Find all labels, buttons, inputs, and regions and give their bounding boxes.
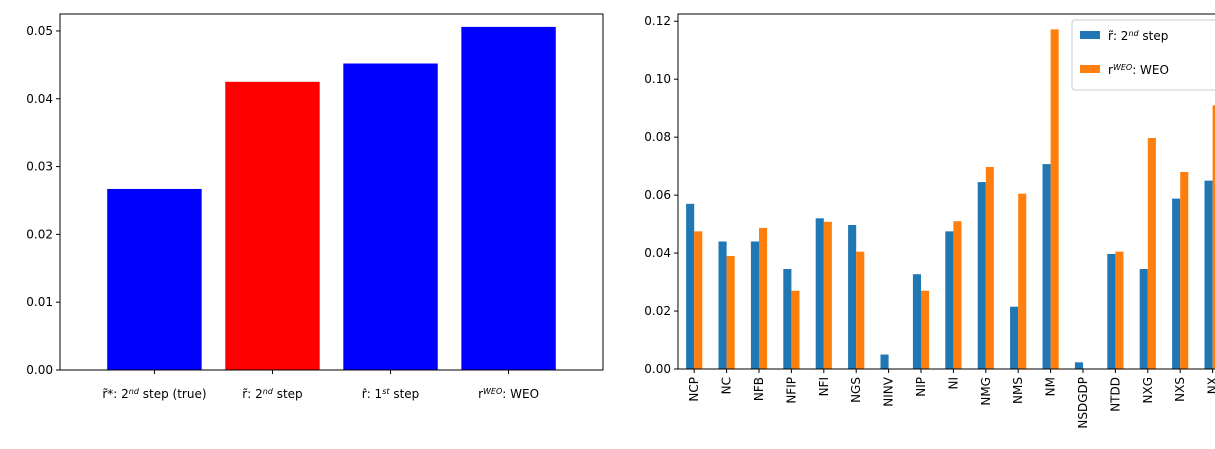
x-tick-label: NM: [1044, 377, 1058, 396]
y-tick-label: 0.00: [644, 362, 671, 376]
bar-series-0: [1010, 306, 1019, 369]
y-tick-label: 0.12: [644, 14, 671, 28]
x-tick-label: r̃: 2nd step: [242, 387, 302, 402]
bar-series-0: [880, 354, 889, 369]
bar: [107, 188, 202, 370]
x-tick-label: NC: [720, 377, 734, 394]
plot-frame-left: [59, 13, 604, 371]
x-tick-label: NXG: [1141, 377, 1155, 404]
bar-series-1: [953, 221, 962, 369]
x-tick-label: NSDGDP: [1076, 377, 1090, 429]
y-tick-label: 0.10: [644, 72, 671, 86]
bar-series-1: [1147, 138, 1156, 369]
x-tick-label: NX: [1206, 377, 1215, 394]
y-tick-label: 0.02: [26, 227, 53, 241]
bar-series-1: [1050, 29, 1059, 369]
x-tick-label: NI: [946, 377, 960, 390]
bar-series-1: [823, 221, 832, 369]
y-tick-label: 0.06: [644, 188, 671, 202]
bar-series-0: [718, 241, 727, 369]
x-tick-label: r̂: 1st step: [362, 387, 420, 402]
y-tick-label: 0.02: [644, 304, 671, 318]
bar: [461, 26, 556, 370]
y-axis-left: 0.00 0.01 0.02 0.03 0.04 0.05: [26, 24, 60, 377]
x-tick-label: NFIP: [784, 377, 798, 404]
bar-series-1: [1180, 171, 1189, 369]
bar-series-1: [759, 227, 768, 369]
bar-series-0: [1204, 180, 1213, 369]
x-tick-label: NXS: [1173, 377, 1187, 402]
x-tick-label: NCP: [687, 377, 701, 402]
bar: [343, 63, 438, 371]
y-tick-label: 0.08: [644, 130, 671, 144]
y-tick-label: 0.01: [26, 295, 53, 309]
legend-label: r̃: 2nd step: [1108, 29, 1168, 44]
legend-box: [1071, 19, 1215, 91]
bar-series-0: [1139, 269, 1148, 369]
y-tick-label: 0.04: [644, 246, 671, 260]
y-tick-label: 0.03: [26, 160, 53, 174]
bar-series-0: [1074, 362, 1083, 369]
bar-series-1: [921, 290, 930, 369]
y-tick-label: 0.00: [26, 363, 53, 377]
legend-label: rWEO: WEO: [1108, 63, 1169, 78]
bar-series-0: [1172, 198, 1181, 369]
bar-series-0: [945, 231, 954, 369]
x-tick-label: NFI: [817, 377, 831, 396]
bar-series-1: [985, 167, 994, 369]
x-tick-label: NFB: [752, 377, 766, 401]
x-tick-label: r̃*: 2nd step (true): [102, 387, 206, 402]
x-tick-label: NGS: [849, 377, 863, 403]
bar-series-1: [856, 251, 865, 369]
bar-series-0: [1042, 164, 1051, 369]
bar-series-0: [783, 269, 792, 369]
bar-series-0: [1107, 253, 1116, 369]
bar-series-0: [848, 224, 857, 369]
bars-left: [107, 26, 556, 371]
y-tick-label: 0.04: [26, 92, 53, 106]
bar-chart-right: 0.00 0.02 0.04 0.06 0.08 0.10 0.12 NCP NC NFB NFI…: [644, 13, 1215, 429]
bar-series-0: [750, 241, 759, 369]
plot-frame-right: [677, 13, 1215, 370]
bar-chart-left: 0.00 0.01 0.02 0.03 0.04 0.05 r̃*: 2nd step (…: [26, 13, 604, 401]
x-tick-label: NTDD: [1108, 377, 1122, 412]
x-tick-label: NINV: [882, 376, 896, 406]
y-axis-right: 0.00 0.02 0.04 0.06 0.08 0.10 0.12: [644, 14, 678, 376]
x-axis-left: r̃*: 2nd step (true) r̃: 2nd step r̂: 1st …: [102, 370, 539, 401]
bar-series-1: [791, 290, 800, 369]
bar-series-1: [1212, 105, 1215, 370]
x-tick-label: rWEO: WEO: [478, 387, 539, 402]
x-tick-label: NIP: [914, 377, 928, 397]
legend: r̃: 2nd step rWEO: WEO: [1071, 19, 1215, 91]
legend-swatch: [1080, 65, 1100, 73]
bar-series-0: [977, 182, 986, 369]
bars-right: [686, 29, 1215, 370]
y-tick-label: 0.05: [26, 24, 53, 38]
legend-swatch: [1080, 31, 1100, 39]
x-axis-right: NCP NC NFB NFIP NFI NGS NINV NIP NI NMG NMS NM NSDGD…: [687, 369, 1215, 429]
bar-series-0: [686, 203, 695, 369]
bar-series-0: [912, 274, 921, 369]
bar-series-1: [1115, 251, 1124, 369]
x-tick-label: NMG: [979, 377, 993, 406]
bar: [225, 81, 320, 371]
bar-series-1: [694, 231, 703, 369]
bar-series-0: [815, 218, 824, 369]
x-tick-label: NMS: [1011, 377, 1025, 404]
bar-series-1: [1018, 193, 1027, 369]
bar-series-1: [726, 255, 735, 369]
